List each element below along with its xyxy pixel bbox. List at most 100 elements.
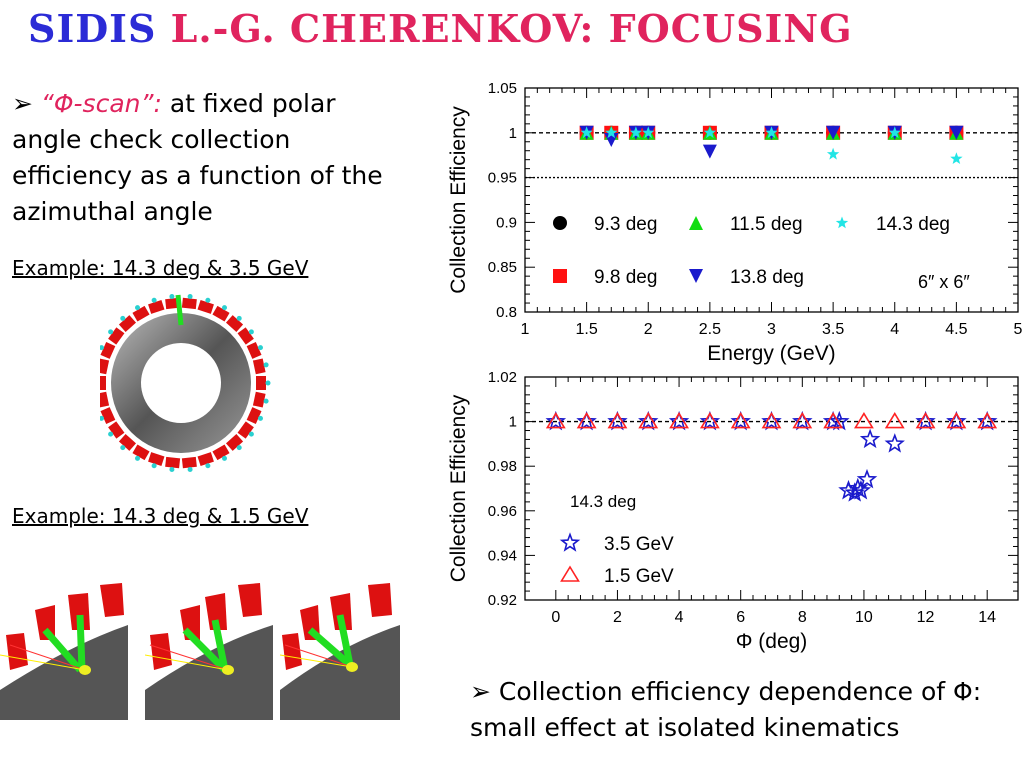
y-tick-label: 0.85 bbox=[488, 259, 517, 276]
detector-ring-image bbox=[100, 293, 271, 473]
data-point bbox=[607, 412, 628, 429]
data-point bbox=[792, 412, 813, 429]
pmt-cap bbox=[187, 467, 193, 473]
x-tick-label: 6 bbox=[736, 609, 745, 626]
pmt-cap bbox=[108, 329, 114, 335]
y-tick-label: 1 bbox=[509, 414, 517, 431]
y-tick-label: 0.96 bbox=[488, 503, 517, 520]
mirror-cone bbox=[118, 434, 137, 451]
legend-marker bbox=[835, 216, 849, 229]
legend-label: 1.5 GeV bbox=[604, 566, 674, 587]
legend-label: 9.8 deg bbox=[594, 267, 657, 288]
data-point bbox=[765, 126, 778, 139]
data-point bbox=[856, 468, 878, 489]
x-tick-label: 8 bbox=[798, 609, 807, 626]
pmt-cap bbox=[248, 329, 254, 335]
mirror-cone bbox=[181, 456, 197, 469]
mirror-cone bbox=[256, 376, 266, 390]
pmt-cap bbox=[120, 445, 126, 451]
y-axis-label: Collection Efficiency bbox=[447, 394, 470, 582]
mirror-cone bbox=[100, 407, 116, 424]
data-point bbox=[545, 412, 566, 429]
data-point bbox=[761, 410, 782, 431]
example-2-label: Example: 14.3 deg & 1.5 GeV bbox=[12, 504, 309, 528]
data-point bbox=[826, 125, 841, 140]
data-point bbox=[826, 147, 840, 160]
x-tick-label: 12 bbox=[917, 609, 935, 626]
mirror-cone bbox=[197, 452, 214, 467]
intro-bullet: ➢ “Φ-scan”: at fixed polar angle check c… bbox=[12, 86, 412, 230]
y-tick-label: 0.98 bbox=[488, 458, 517, 475]
pmt-cap bbox=[151, 463, 157, 469]
mirror-cone bbox=[165, 456, 181, 469]
pmt-cap bbox=[257, 415, 263, 421]
pmt-cap bbox=[135, 305, 140, 311]
data-point bbox=[949, 125, 964, 140]
mirror-cone bbox=[212, 305, 230, 322]
legend-marker bbox=[553, 269, 567, 283]
pmt-cap bbox=[169, 293, 175, 299]
data-point bbox=[888, 126, 901, 139]
data-point bbox=[822, 410, 844, 431]
slide-title: SIDIS L.-G. CHERENKOV: FOCUSING bbox=[28, 6, 853, 51]
data-point bbox=[915, 410, 936, 431]
data-point bbox=[854, 412, 874, 429]
mirror-cone bbox=[225, 434, 244, 451]
x-tick-label: 4 bbox=[675, 609, 684, 626]
data-point bbox=[823, 412, 844, 429]
legend-label: 13.8 deg bbox=[730, 267, 804, 288]
data-point bbox=[859, 428, 881, 449]
series-1.5-GeV bbox=[545, 412, 998, 429]
chart-annotation: 14.3 deg bbox=[570, 492, 636, 511]
efficiency-vs-phi-chart: 0 2 4 6 8 10 12 14 0.92 0.94 0.96 0.98 1 1.02 Φ (deg) C… bbox=[447, 369, 1019, 653]
mirror-cone bbox=[108, 421, 125, 439]
y-axis-label: Collection Efficiency bbox=[447, 106, 470, 294]
data-point bbox=[844, 482, 865, 502]
series-14.3-deg bbox=[580, 126, 963, 164]
data-point bbox=[915, 412, 936, 429]
data-point bbox=[638, 412, 659, 429]
mirror-cone bbox=[100, 391, 110, 408]
plot-frame bbox=[524, 376, 1019, 601]
mirror-cone bbox=[100, 358, 110, 375]
mirror-cone bbox=[237, 327, 254, 345]
pmt-cap bbox=[263, 362, 269, 368]
conclusion-bullet: ➢ Collection efficiency dependence of Φ:… bbox=[470, 674, 1020, 746]
pmt-cap bbox=[222, 455, 227, 461]
data-point bbox=[884, 433, 905, 453]
x-axis-label: Φ (deg) bbox=[736, 630, 808, 653]
data-point bbox=[730, 412, 751, 429]
x-tick-label: 3.5 bbox=[822, 321, 844, 338]
x-tick-label: 4.5 bbox=[945, 321, 967, 338]
x-tick-label: 14 bbox=[978, 609, 996, 626]
data-point bbox=[668, 410, 690, 431]
data-point bbox=[580, 126, 593, 139]
x-tick-label: 2.5 bbox=[699, 321, 721, 338]
data-point bbox=[669, 412, 689, 429]
conclusion-arrow-icon: ➢ bbox=[470, 677, 491, 706]
data-point bbox=[607, 410, 628, 431]
pmt-cap bbox=[257, 345, 263, 351]
data-point bbox=[976, 410, 998, 431]
y-tick-label: 1 bbox=[509, 125, 517, 142]
mirror-cone bbox=[132, 305, 150, 322]
data-point bbox=[850, 479, 872, 500]
legend-marker bbox=[559, 532, 581, 552]
data-point bbox=[792, 410, 813, 431]
pmt-cap bbox=[108, 431, 114, 437]
data-point bbox=[699, 412, 720, 429]
pmt-cap bbox=[236, 445, 242, 451]
x-tick-label: 1 bbox=[521, 321, 530, 338]
pmt-cap bbox=[236, 315, 242, 321]
title-sidis: SIDIS bbox=[28, 6, 171, 51]
series-3.5-GeV bbox=[545, 410, 998, 502]
y-tick-label: 0.92 bbox=[488, 592, 517, 609]
data-point bbox=[604, 132, 619, 147]
x-axis-label: Energy (GeV) bbox=[707, 342, 835, 365]
event-display-crops bbox=[0, 583, 400, 720]
pmt-cap bbox=[151, 297, 157, 303]
pmt-cap bbox=[222, 305, 227, 311]
efficiency-vs-energy-chart: 1 1.5 2 2.5 3 3.5 4 4.5 5 0.8 0.85 0.9 0.95 1 1.05 Ener… bbox=[447, 80, 1023, 365]
legend-label: 3.5 GeV bbox=[604, 534, 674, 555]
legend-label: 11.5 deg bbox=[730, 214, 803, 235]
